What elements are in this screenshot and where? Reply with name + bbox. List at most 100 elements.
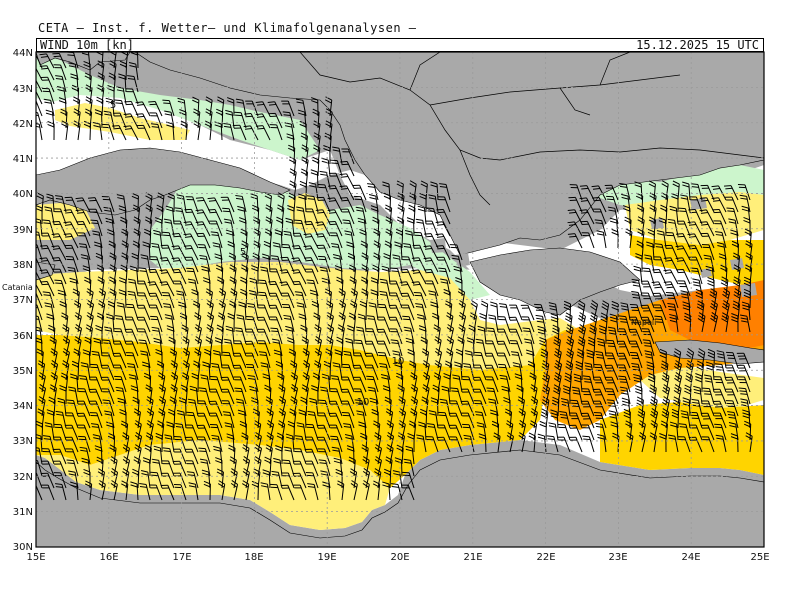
wind-barb: [400, 292, 415, 309]
wind-barb: [159, 269, 175, 285]
wind-barb: [745, 240, 753, 261]
wind-barb: [707, 348, 715, 369]
wind-barb: [665, 291, 679, 309]
wind-barb: [62, 348, 70, 369]
wind-barb: [67, 266, 79, 285]
wind-barb: [94, 445, 103, 465]
wind-barb: [276, 216, 284, 237]
wind-barb: [593, 208, 607, 225]
wind-barb: [287, 337, 295, 357]
wind-barb: [364, 340, 379, 357]
wind-barb: [491, 420, 500, 441]
lat-label: 38N: [13, 260, 33, 271]
wind-barb: [313, 360, 322, 381]
lat-label: 44N: [13, 48, 33, 59]
wind-barb: [460, 388, 475, 405]
wind-barb: [184, 436, 199, 453]
wind-barb: [731, 240, 740, 261]
wind-barb: [510, 351, 523, 369]
wind-barb: [302, 372, 310, 393]
wind-barb: [94, 109, 103, 129]
wind-barb: [192, 300, 201, 321]
wind-barb: [109, 60, 117, 81]
wind-barb: [319, 170, 331, 189]
wind-barb: [269, 483, 283, 501]
wind-barb: [53, 472, 67, 489]
wind-barb: [323, 145, 331, 165]
wind-barb: [715, 434, 727, 453]
wind-barb: [198, 447, 211, 465]
wind-barb: [703, 374, 715, 393]
wind-barb: [568, 436, 583, 453]
wind-barb: [636, 204, 645, 225]
wind-barb: [367, 386, 379, 405]
wind-barb: [98, 288, 106, 309]
wind-barb: [667, 434, 679, 453]
wind-barb: [62, 360, 70, 381]
wind-barb: [312, 108, 320, 129]
wind-barb: [479, 312, 487, 333]
wind-barb: [337, 480, 345, 501]
lat-label: 34N: [13, 401, 33, 412]
wind-barb: [290, 384, 299, 405]
wind-barb: [715, 231, 727, 249]
lat-label: 30N: [13, 542, 33, 553]
wind-barb: [290, 396, 298, 417]
wind-barb: [489, 409, 499, 429]
wind-barb: [120, 420, 129, 441]
wind-barb: [125, 88, 139, 105]
wind-barb: [52, 448, 67, 465]
wind-barb: [422, 372, 431, 393]
wind-barb: [675, 233, 691, 249]
wind-barb: [108, 276, 117, 297]
wind-barb: [193, 108, 201, 129]
wind-barb: [653, 304, 667, 321]
wind-barb: [485, 376, 499, 393]
wind-barb: [616, 352, 631, 369]
wind-barb: [311, 385, 319, 405]
wind-barb: [388, 316, 403, 333]
lat-label: 37N: [13, 295, 33, 306]
wind-barb: [700, 232, 715, 249]
wind-barb: [281, 472, 295, 489]
wind-barb: [359, 300, 367, 321]
wind-barb: [185, 196, 199, 213]
wind-barb: [307, 483, 319, 501]
wind-barb: [195, 209, 211, 225]
wind-barb: [663, 269, 679, 285]
wind-barb: [367, 183, 379, 201]
balkans-land: [134, 52, 764, 256]
wind-barb: [550, 409, 559, 429]
wind-barb: [303, 245, 319, 261]
wind-barb: [63, 221, 79, 237]
wind-barb: [209, 220, 223, 237]
wind-barb: [601, 300, 610, 321]
wind-barb: [373, 240, 381, 261]
wind-barb: [518, 432, 526, 453]
wind-barb: [287, 420, 295, 441]
wind-barb: [468, 324, 476, 345]
wind-barb: [119, 408, 127, 429]
wind-barb: [553, 336, 561, 357]
wind-barb: [97, 72, 105, 93]
wind-barb: [713, 220, 727, 237]
wind-barb: [720, 264, 728, 285]
lon-label: 22E: [536, 552, 555, 563]
wind-barb: [577, 300, 586, 321]
wind-barb: [173, 448, 187, 465]
wind-barb: [305, 436, 319, 453]
wind-barb: [604, 376, 619, 393]
wind-barb: [227, 240, 235, 261]
wind-barb: [124, 340, 139, 357]
wind-barb: [230, 288, 238, 309]
wind-barb: [514, 373, 523, 393]
wind-barb: [331, 243, 343, 261]
wind-barb: [658, 217, 667, 237]
wind-barb: [347, 325, 355, 345]
wind-barb: [593, 411, 607, 429]
wind-barb: [327, 209, 343, 225]
place-label-napoli: Napoli: [631, 318, 656, 327]
wind-barb: [315, 233, 331, 249]
wind-barb: [113, 364, 127, 381]
wind-barb: [398, 420, 406, 441]
